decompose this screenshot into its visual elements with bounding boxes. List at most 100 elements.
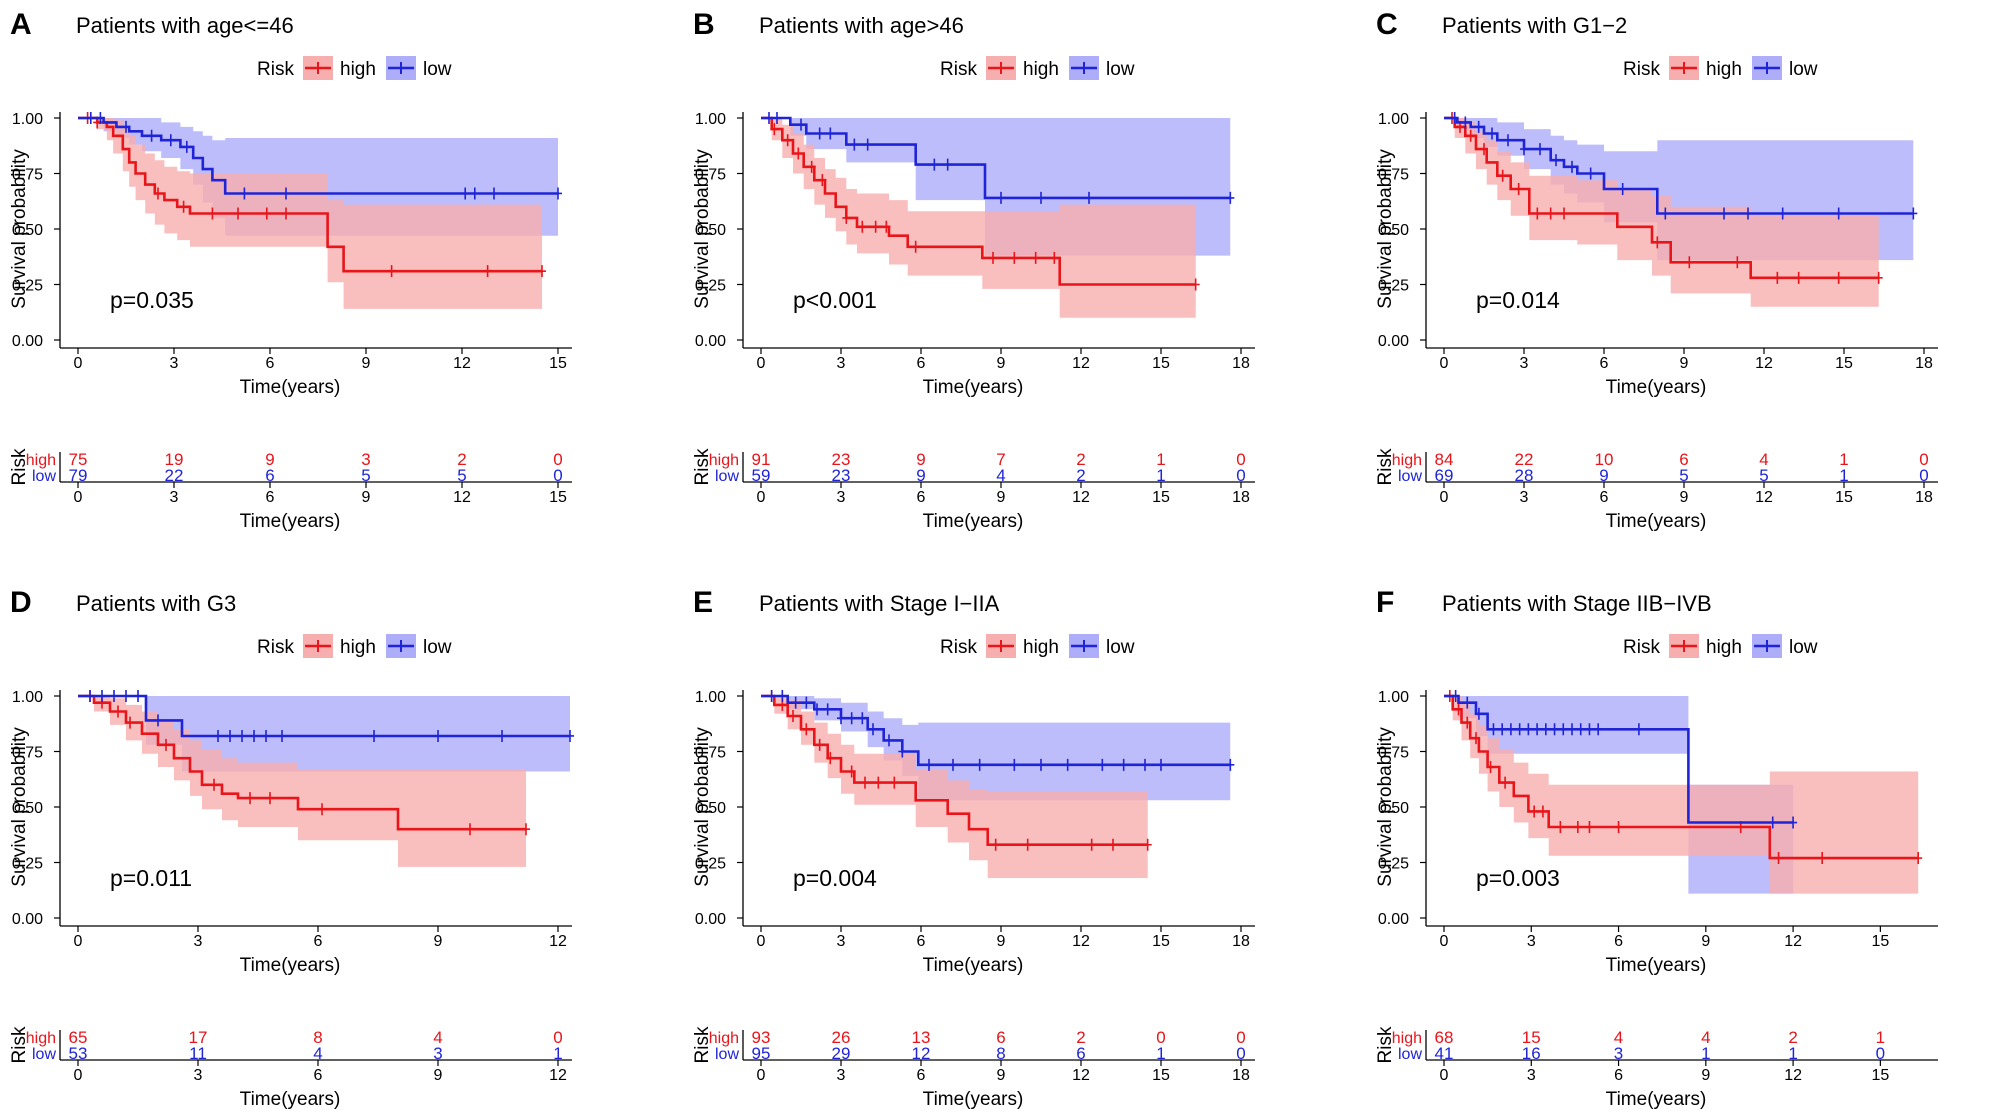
table-x-tick-label: 15 bbox=[549, 489, 567, 506]
censor-mark-low bbox=[282, 187, 290, 200]
censor-mark-low bbox=[1909, 207, 1918, 220]
table-row-label-low: low bbox=[1398, 1046, 1422, 1063]
censor-mark-low bbox=[1226, 758, 1235, 771]
table-x-tick-label: 6 bbox=[1600, 489, 1609, 506]
risk-count-high: 9 bbox=[265, 450, 274, 469]
censor-mark-low bbox=[1010, 758, 1019, 771]
censor-mark-high bbox=[1585, 820, 1594, 833]
censor-mark-high bbox=[842, 211, 851, 224]
table-x-tick-label: 18 bbox=[1232, 1067, 1250, 1084]
censor-mark-low bbox=[1226, 191, 1235, 204]
censor-mark-low bbox=[262, 729, 270, 742]
risk-count-low: 59 bbox=[752, 466, 771, 485]
censor-mark-low bbox=[847, 712, 856, 725]
y-tick-label: 0.50 bbox=[1378, 800, 1409, 817]
panel-title: Patients with G1−2 bbox=[1442, 13, 1627, 38]
table-x-tick-label: 15 bbox=[1152, 1067, 1170, 1084]
risk-count-high: 93 bbox=[752, 1028, 771, 1047]
legend-label-low: low bbox=[1789, 59, 1818, 80]
risk-count-low: 23 bbox=[832, 466, 851, 485]
table-y-label: Risk bbox=[9, 1026, 30, 1063]
panel-title: Patients with G3 bbox=[76, 591, 236, 616]
legend-key-low bbox=[386, 634, 416, 658]
censor-mark-low bbox=[997, 191, 1005, 204]
censor-mark-high bbox=[1109, 838, 1117, 851]
censor-mark-low bbox=[1141, 758, 1149, 771]
censor-mark-high bbox=[1818, 852, 1827, 865]
risk-count-high: 8 bbox=[313, 1028, 322, 1047]
table-x-tick-label: 3 bbox=[194, 1067, 203, 1084]
y-tick-label: 0.50 bbox=[12, 800, 43, 817]
table-x-tick-label: 0 bbox=[757, 489, 766, 506]
censor-mark-high bbox=[162, 738, 170, 751]
censor-mark-low bbox=[1474, 120, 1483, 133]
censor-mark-low bbox=[1063, 758, 1072, 771]
risk-count-low: 8 bbox=[996, 1044, 1005, 1063]
legend-key-high bbox=[303, 634, 333, 658]
censor-mark-high bbox=[210, 778, 218, 791]
x-tick-label: 9 bbox=[1680, 355, 1689, 372]
censor-mark-low bbox=[554, 187, 562, 200]
censor-mark-high bbox=[538, 265, 546, 278]
table-row-label-low: low bbox=[715, 1046, 739, 1063]
x-tick-label: 0 bbox=[757, 933, 766, 950]
censor-mark-low bbox=[122, 120, 130, 133]
x-tick-label: 12 bbox=[453, 355, 471, 372]
risk-count-high: 91 bbox=[752, 450, 771, 469]
legend: Risk high low bbox=[1623, 56, 1818, 80]
censor-mark-low bbox=[778, 690, 787, 702]
panel-title: Patients with age<=46 bbox=[76, 13, 294, 38]
risk-count-low: 22 bbox=[165, 466, 184, 485]
p-value: p<0.001 bbox=[793, 287, 877, 313]
risk-count-low: 9 bbox=[1599, 466, 1608, 485]
censor-mark-low bbox=[1768, 816, 1777, 829]
censor-mark-low bbox=[461, 187, 470, 200]
y-tick-label: 1.00 bbox=[695, 689, 726, 706]
censor-mark-low bbox=[1541, 723, 1550, 736]
risk-count-low: 0 bbox=[1236, 1044, 1245, 1063]
legend-key-high bbox=[986, 56, 1016, 80]
x-axis-label: Time(years) bbox=[1606, 955, 1707, 976]
x-tick-label: 6 bbox=[266, 355, 275, 372]
legend: Risk high low bbox=[940, 56, 1135, 80]
censor-mark-high bbox=[826, 752, 835, 765]
censor-mark-high bbox=[1514, 183, 1523, 196]
table-x-axis-label: Time(years) bbox=[923, 1089, 1024, 1110]
risk-count-high: 23 bbox=[832, 450, 851, 469]
risk-count-high: 3 bbox=[361, 450, 370, 469]
y-tick-label: 1.00 bbox=[12, 689, 43, 706]
table-x-tick-label: 18 bbox=[1915, 489, 1933, 506]
x-tick-label: 0 bbox=[1440, 355, 1449, 372]
x-tick-label: 15 bbox=[549, 355, 567, 372]
censor-mark-high bbox=[1486, 761, 1495, 774]
table-x-tick-label: 9 bbox=[1701, 1067, 1710, 1084]
table-y-label: Risk bbox=[1375, 1026, 1396, 1063]
legend-label-high: high bbox=[1706, 637, 1742, 658]
risk-count-low: 79 bbox=[69, 466, 88, 485]
y-tick-label: 0.25 bbox=[695, 856, 726, 873]
table-x-tick-label: 0 bbox=[74, 489, 83, 506]
censor-mark-high bbox=[1050, 251, 1059, 264]
table-x-tick-label: 12 bbox=[453, 489, 471, 506]
table-x-tick-label: 6 bbox=[266, 489, 275, 506]
y-tick-label: 0.75 bbox=[12, 745, 43, 762]
risk-count-low: 5 bbox=[361, 466, 370, 485]
legend-label-high: high bbox=[340, 637, 376, 658]
censor-mark-low bbox=[1568, 723, 1576, 736]
panel-letter: A bbox=[10, 8, 32, 41]
x-tick-label: 6 bbox=[917, 933, 926, 950]
y-tick-label: 0.00 bbox=[1378, 333, 1409, 350]
risk-count-high: 9 bbox=[916, 450, 925, 469]
censor-mark-low bbox=[802, 696, 811, 709]
censor-mark-low bbox=[1520, 143, 1528, 156]
censor-mark-low bbox=[1451, 690, 1460, 702]
censor-mark-low bbox=[1504, 134, 1512, 147]
p-value: p=0.011 bbox=[110, 865, 192, 891]
table-row-label-high: high bbox=[1392, 452, 1422, 469]
censor-mark-high bbox=[114, 705, 122, 718]
ci-band-high bbox=[1444, 696, 1919, 894]
censor-mark-high bbox=[807, 160, 816, 173]
censor-mark-low bbox=[214, 729, 222, 742]
y-tick-label: 0.25 bbox=[1378, 278, 1409, 295]
